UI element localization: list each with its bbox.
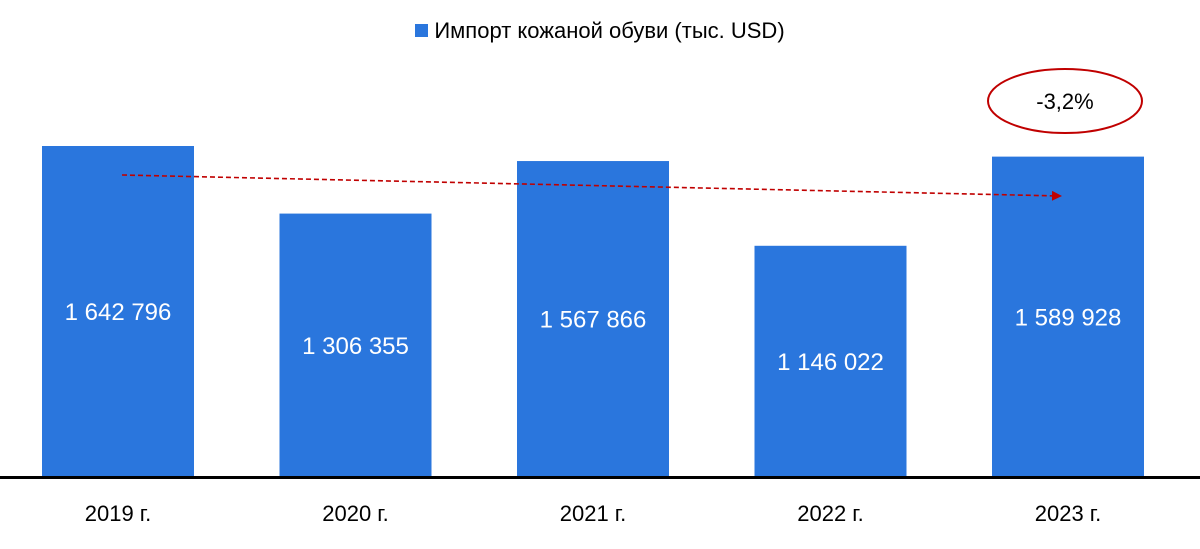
annotation-label: -3,2% (1036, 89, 1093, 114)
x-tick-label-5: 2023 г. (1035, 501, 1102, 526)
data-label-2: 1 306 355 (302, 333, 409, 360)
x-tick-label-4: 2022 г. (797, 501, 864, 526)
x-tick-label-2: 2020 г. (322, 501, 389, 526)
x-tick-label-1: 2019 г. (85, 501, 152, 526)
data-label-3: 1 567 866 (540, 307, 647, 334)
data-label-4: 1 146 022 (777, 349, 884, 376)
data-label-5: 1 589 928 (1015, 304, 1122, 331)
tick-labels-group: 2019 г. 2020 г. 2021 г. 2022 г. 2023 г. (85, 501, 1102, 526)
data-label-1: 1 642 796 (65, 299, 172, 326)
x-tick-label-3: 2021 г. (560, 501, 627, 526)
